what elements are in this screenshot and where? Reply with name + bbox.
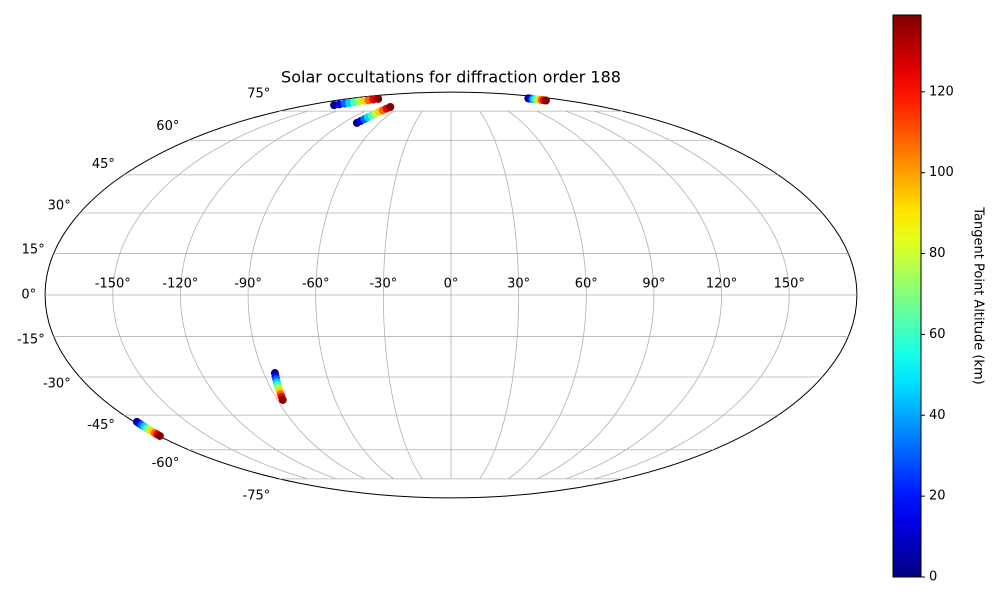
y-tick-label: 0°: [21, 288, 36, 303]
colorbar-tick-label: 40: [929, 408, 946, 423]
x-tick-label: -30°: [369, 277, 397, 292]
y-tick-label: 45°: [92, 157, 115, 172]
data-point: [541, 96, 550, 105]
x-tick-label: 90°: [642, 277, 665, 292]
colorbar-tick-label: 20: [929, 489, 946, 504]
x-tick-label: 60°: [575, 277, 598, 292]
y-tick-label: 30°: [48, 199, 71, 214]
x-tick-label: -120°: [162, 277, 198, 292]
colorbar-label: Tangent Point Altitude (km): [971, 206, 986, 384]
colorbar: [892, 14, 922, 578]
x-tick-label: 120°: [706, 277, 737, 292]
colorbar-tick-label: 100: [929, 165, 954, 180]
y-tick-label: 60°: [156, 119, 179, 134]
x-tick-label: 0°: [444, 277, 459, 292]
colorbar-tick-label: 0: [929, 570, 937, 585]
map-boundary: [44, 91, 858, 499]
x-tick-label: -90°: [234, 277, 262, 292]
data-point: [386, 102, 395, 111]
colorbar-tick-label: 120: [929, 84, 954, 99]
colorbar-tick-label: 60: [929, 327, 946, 342]
data-point: [374, 94, 383, 103]
y-tick-label: -15°: [17, 332, 45, 347]
data-point: [278, 395, 287, 404]
y-tick-label: -45°: [87, 418, 115, 433]
y-tick-label: -75°: [243, 489, 271, 504]
x-tick-label: 150°: [774, 277, 805, 292]
chart-title: Solar occultations for diffraction order…: [281, 68, 621, 87]
x-tick-label: -150°: [95, 277, 131, 292]
x-tick-label: 30°: [507, 277, 530, 292]
y-tick-label: -30°: [43, 376, 71, 391]
x-tick-label: -60°: [302, 277, 330, 292]
y-tick-label: 75°: [247, 86, 270, 101]
y-tick-label: 15°: [22, 243, 45, 258]
colorbar-tick-label: 80: [929, 246, 946, 261]
y-tick-label: -60°: [152, 456, 180, 471]
data-point: [155, 431, 164, 440]
